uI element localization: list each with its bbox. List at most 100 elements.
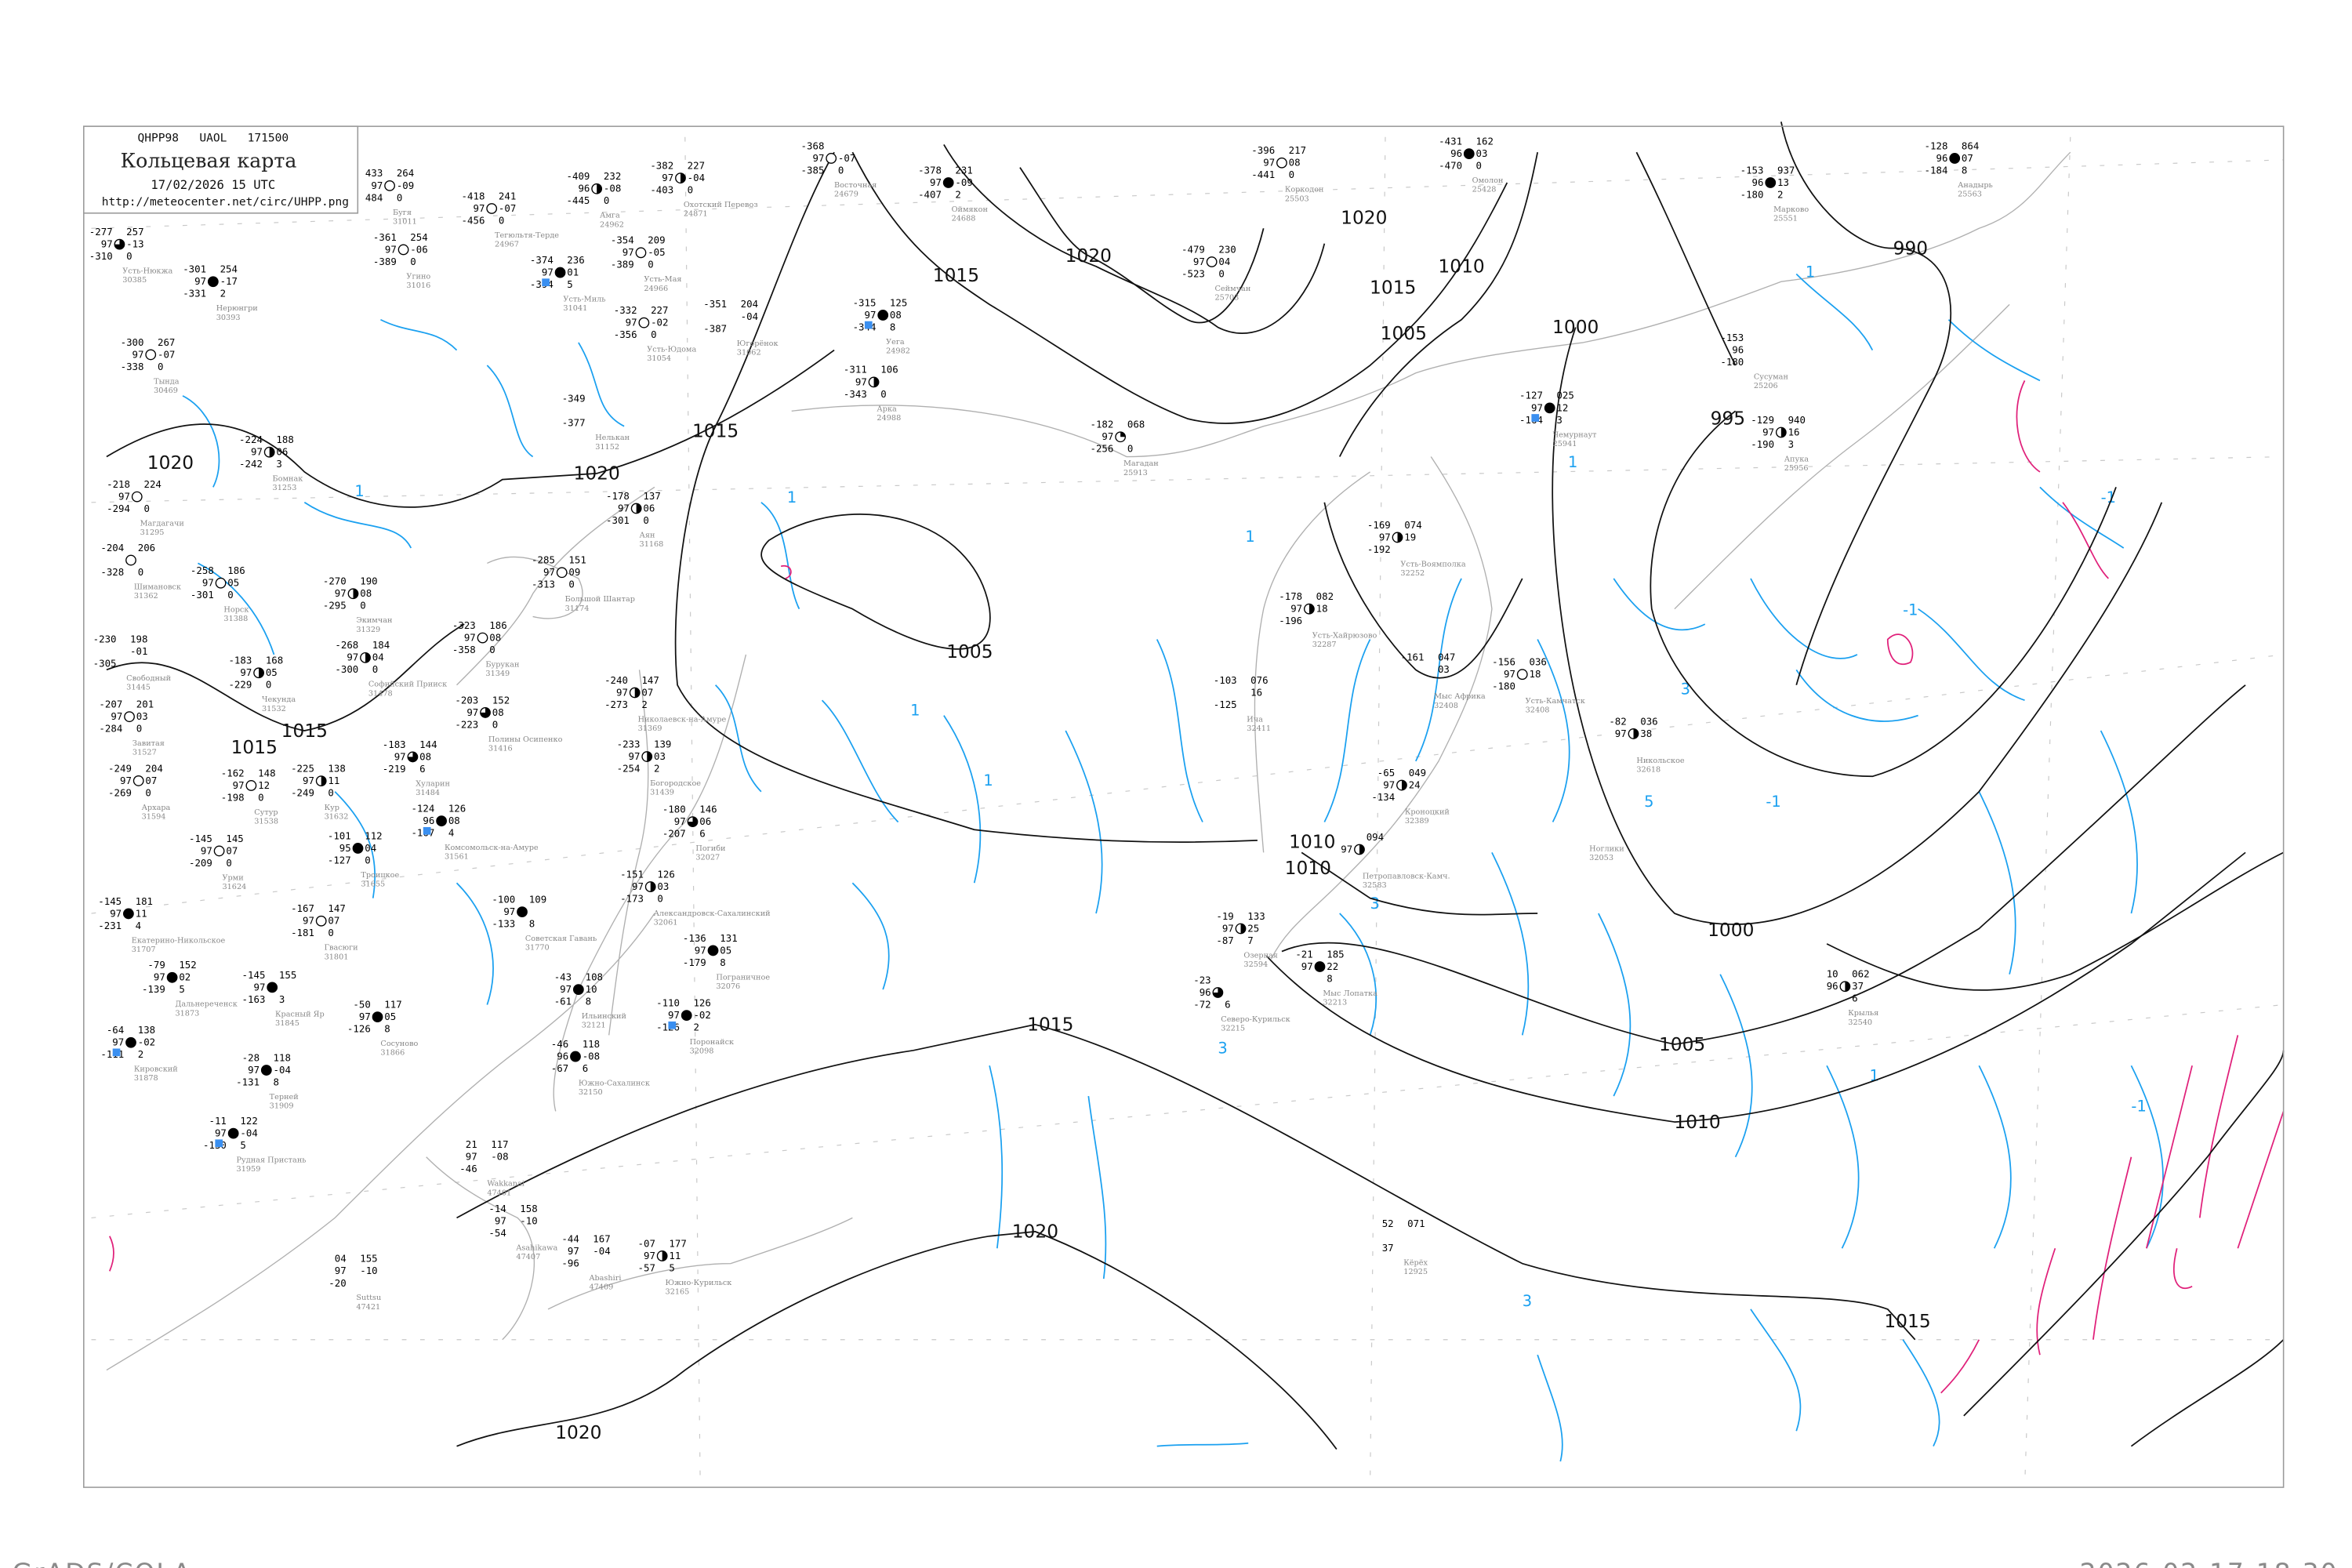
station-left-value: -67 [551, 1062, 568, 1074]
station-left-value: -57 [638, 1261, 655, 1273]
cloud-cover-fill [365, 652, 371, 663]
station-id: 25206 [1754, 382, 1778, 390]
station-name: Марково [1773, 205, 1809, 214]
station-right-value: 09 [568, 566, 580, 578]
station-right-value: 8 [586, 996, 591, 1007]
coastline [1674, 303, 2010, 610]
station-left-value: -50 [353, 998, 370, 1010]
station-left-value: 96 [423, 815, 434, 826]
station-id: 31561 [445, 853, 469, 862]
station-id: 31866 [380, 1049, 405, 1058]
station-left-value: -126 [347, 1023, 371, 1035]
station-name: Гвасюги [325, 944, 358, 953]
station-right-value: 047 [1438, 652, 1455, 663]
station-left-value: 97 [335, 1265, 347, 1276]
positive-tendency-line [1750, 578, 1858, 659]
station-left-value: 95 [339, 842, 351, 854]
station-right-value: 8 [529, 918, 535, 930]
station-left-value: 97 [466, 1151, 477, 1163]
negative-tendency-line [1886, 633, 1914, 665]
isobar-label-group: 1020 [147, 452, 194, 474]
station-right-value: 13 [1777, 176, 1789, 188]
coastlines [106, 151, 2071, 1371]
station-right-value: 209 [648, 234, 665, 246]
station-left-value: 52 [1382, 1218, 1394, 1229]
graticule-line [91, 456, 2284, 503]
station-id: 25428 [1472, 186, 1497, 194]
station-right-value: 5 [669, 1261, 674, 1273]
station-left-value: -127 [1519, 390, 1543, 401]
station-right-value: -09 [955, 176, 972, 188]
station-right-value: 8 [384, 1023, 390, 1035]
station-left-value: -403 [650, 184, 673, 196]
station-left-value: -180 [1492, 681, 1515, 692]
station-left-value: -338 [121, 361, 144, 372]
station-left-value: -523 [1181, 267, 1205, 279]
station-left-value: -409 [567, 170, 590, 182]
positive-tendency-line [1537, 639, 1570, 822]
station-left-value: 97 [385, 243, 397, 255]
station-right-value: 08 [419, 750, 431, 762]
station-right-value: 118 [274, 1051, 291, 1063]
station-name: Большой Шантар [565, 595, 635, 604]
station-right-value: 117 [384, 998, 401, 1010]
station-name: Терней [270, 1093, 299, 1102]
station-left-value: 97 [1379, 531, 1391, 543]
cloud-cover-fill [1120, 432, 1126, 437]
station-right-value: 068 [1127, 419, 1145, 430]
station-right-value: 126 [448, 803, 466, 815]
isobar-label: 1020 [1341, 207, 1387, 228]
station-left-value: 97 [202, 577, 214, 589]
station-left-value: -377 [562, 417, 586, 429]
isobar-label: 1000 [1708, 920, 1754, 941]
station-left-value: -19 [1216, 910, 1233, 922]
station-left-value: -301 [606, 514, 630, 526]
station-left-value: -204 [100, 542, 124, 554]
station-right-value: 062 [1852, 968, 1869, 980]
station-left-value: -190 [1751, 438, 1774, 450]
station-left-value: -300 [121, 336, 144, 348]
station-left-value: -358 [452, 644, 476, 655]
isobar [456, 1023, 1916, 1341]
station-left-value: -184 [1925, 164, 1948, 176]
station-left-value: -231 [98, 920, 122, 931]
coastline [791, 151, 2071, 458]
station-right-value: 08 [1289, 157, 1301, 169]
station-id: 32061 [654, 919, 678, 927]
station-left-value: 97 [251, 446, 263, 458]
station-name: Кировский [134, 1065, 178, 1074]
station-right-value: 02 [179, 971, 191, 983]
positive-tendency-line [1491, 851, 1530, 1036]
station-left-value: 97 [132, 348, 144, 360]
station-id: 32408 [1434, 702, 1458, 710]
station-right-value: 230 [1218, 243, 1236, 255]
coastline [426, 1156, 535, 1341]
positive-tendency-line [760, 502, 800, 610]
station-right-value: 126 [693, 996, 710, 1008]
station-right-value: 12 [1556, 401, 1568, 413]
cloud-cover-fill [1240, 924, 1246, 934]
station-left-value: -368 [801, 140, 825, 151]
station-id: 30385 [122, 276, 147, 285]
station-right-value: 2 [955, 188, 960, 200]
station-right-value: 138 [138, 1024, 155, 1036]
station-left-value: -169 [1367, 519, 1391, 531]
station-left-value: 97 [1102, 430, 1113, 442]
station-right-value: 264 [397, 167, 414, 179]
station-left-value: -129 [1751, 414, 1774, 426]
station-name: Погиби [695, 844, 725, 853]
station-right-value: 05 [720, 944, 731, 956]
isobar-label: 1020 [1065, 245, 1112, 267]
station-name: Николаевск-на-Амуре [638, 715, 727, 724]
tendency-label: 1 [354, 482, 364, 500]
